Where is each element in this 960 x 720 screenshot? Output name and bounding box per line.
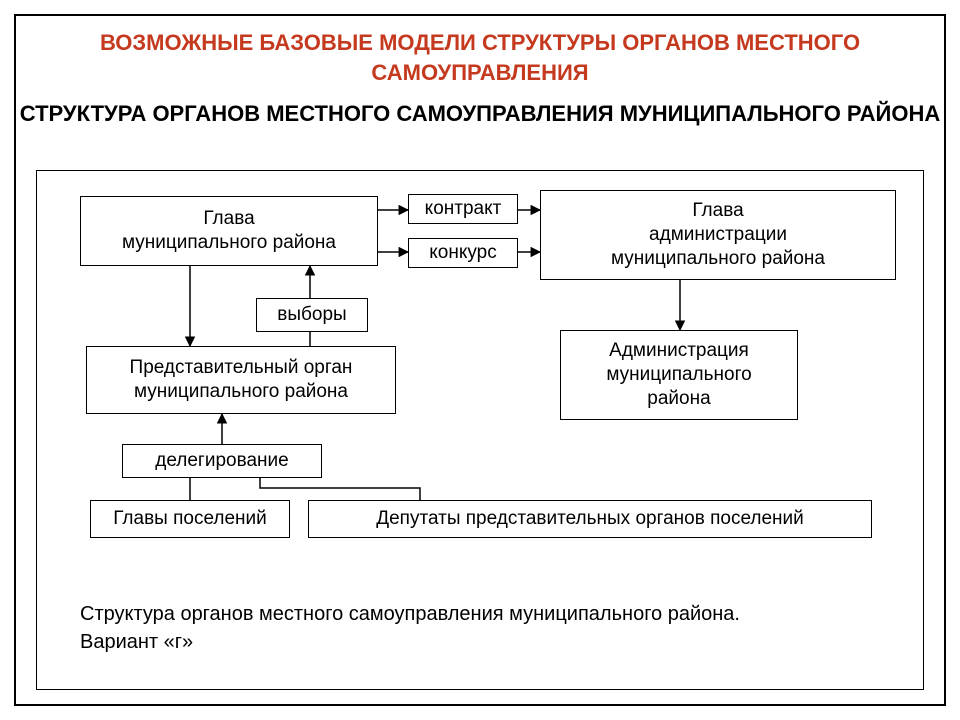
node-head-admin: Главаадминистрациимуниципального района bbox=[540, 190, 896, 280]
node-settlement-heads: Главы поселений bbox=[90, 500, 290, 538]
node-delegation: делегирование bbox=[122, 444, 322, 478]
diagram-caption: Структура органов местного самоуправлени… bbox=[80, 600, 740, 656]
node-label: Администрациямуниципальногорайона bbox=[606, 339, 751, 410]
node-deputies: Депутаты представительных органов поселе… bbox=[308, 500, 872, 538]
node-elections: выборы bbox=[256, 298, 368, 332]
node-label: Главамуниципального района bbox=[122, 207, 336, 255]
node-label: Главаадминистрациимуниципального района bbox=[611, 199, 825, 270]
node-label: конкурс bbox=[429, 242, 496, 264]
node-label: делегирование bbox=[155, 450, 288, 472]
node-contract: контракт bbox=[408, 194, 518, 224]
node-administration: Администрациямуниципальногорайона bbox=[560, 330, 798, 420]
main-title: ВОЗМОЖНЫЕ БАЗОВЫЕ МОДЕЛИ СТРУКТУРЫ ОРГАН… bbox=[0, 28, 960, 87]
node-label: Представительный органмуниципального рай… bbox=[130, 356, 353, 404]
sub-title: СТРУКТУРА ОРГАНОВ МЕСТНОГО САМОУПРАВЛЕНИ… bbox=[0, 100, 960, 129]
node-label: Главы поселений bbox=[113, 507, 267, 531]
node-rep-body: Представительный органмуниципального рай… bbox=[86, 346, 396, 414]
node-head-district: Главамуниципального района bbox=[80, 196, 378, 266]
node-label: контракт bbox=[425, 198, 502, 220]
node-label: Депутаты представительных органов поселе… bbox=[376, 507, 804, 531]
node-competition: конкурс bbox=[408, 238, 518, 268]
node-label: выборы bbox=[277, 304, 346, 326]
